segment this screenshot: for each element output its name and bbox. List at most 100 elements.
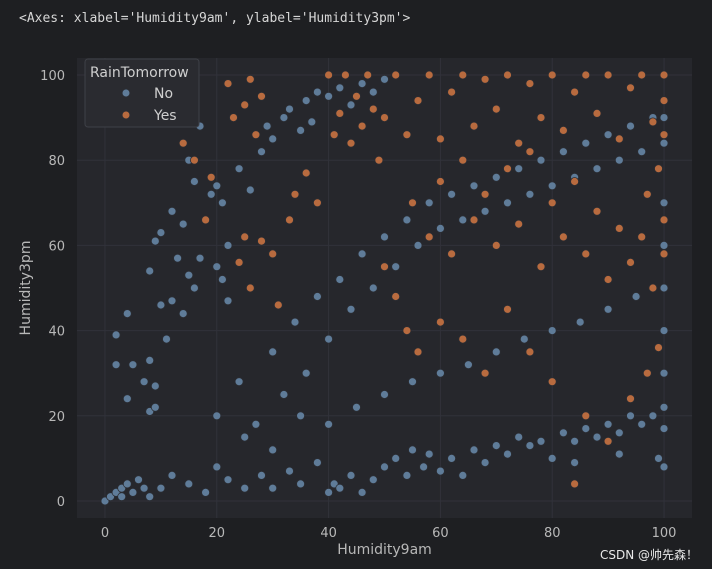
data-point-no bbox=[217, 198, 227, 208]
data-point-yes bbox=[257, 91, 266, 101]
plot-area bbox=[77, 58, 692, 518]
data-point-yes bbox=[206, 172, 216, 182]
data-point-yes bbox=[301, 168, 311, 178]
data-point-no bbox=[659, 368, 669, 378]
data-point-no bbox=[514, 432, 524, 442]
data-point-no bbox=[324, 334, 334, 344]
data-point-yes bbox=[368, 104, 378, 114]
data-point-no bbox=[122, 309, 132, 319]
data-point-yes bbox=[240, 100, 250, 110]
data-point-no bbox=[296, 479, 306, 489]
y-tick-label: 0 bbox=[57, 495, 65, 510]
data-point-no bbox=[240, 432, 250, 442]
data-point-yes bbox=[251, 130, 261, 140]
data-point-no bbox=[463, 360, 473, 370]
data-point-no bbox=[402, 215, 412, 225]
data-point-yes bbox=[380, 262, 389, 272]
data-point-no bbox=[659, 326, 669, 336]
data-point-no bbox=[223, 296, 233, 306]
data-point-no bbox=[307, 117, 317, 127]
data-point-no bbox=[659, 240, 669, 250]
data-point-yes bbox=[603, 436, 613, 446]
data-point-yes bbox=[374, 155, 384, 165]
data-point-no bbox=[603, 130, 613, 140]
data-points bbox=[100, 70, 669, 506]
data-point-no bbox=[659, 113, 669, 122]
data-point-no bbox=[346, 100, 356, 110]
data-point-no bbox=[659, 424, 669, 434]
data-point-yes bbox=[559, 125, 568, 135]
data-point-no bbox=[312, 292, 322, 301]
data-point-no bbox=[122, 479, 132, 489]
data-point-no bbox=[614, 155, 624, 165]
data-point-yes bbox=[408, 198, 417, 208]
data-point-no bbox=[435, 223, 445, 233]
data-point-no bbox=[301, 368, 311, 378]
data-point-yes bbox=[413, 347, 423, 357]
data-point-no bbox=[346, 470, 356, 480]
data-point-no bbox=[150, 381, 160, 391]
data-point-no bbox=[357, 79, 367, 88]
data-point-no bbox=[536, 155, 546, 165]
data-point-yes bbox=[245, 283, 255, 293]
data-point-no bbox=[145, 492, 155, 502]
data-point-no bbox=[257, 147, 266, 157]
data-point-no bbox=[603, 419, 613, 429]
data-point-no bbox=[206, 189, 216, 199]
data-point-no bbox=[637, 147, 647, 157]
data-point-no bbox=[519, 334, 529, 344]
data-point-yes bbox=[458, 334, 468, 344]
data-point-yes bbox=[592, 109, 602, 118]
data-point-no bbox=[173, 253, 183, 263]
data-point-yes bbox=[329, 130, 339, 140]
legend-marker-no bbox=[121, 88, 131, 98]
data-point-yes bbox=[447, 249, 457, 259]
data-point-no bbox=[223, 475, 233, 485]
data-point-no bbox=[251, 419, 261, 429]
data-point-yes bbox=[352, 91, 361, 101]
data-point-yes bbox=[480, 74, 490, 84]
legend-marker-yes bbox=[121, 110, 131, 120]
data-point-yes bbox=[491, 104, 501, 114]
data-point-no bbox=[480, 458, 490, 468]
data-point-yes bbox=[547, 70, 557, 80]
data-point-yes bbox=[536, 113, 546, 122]
data-point-no bbox=[128, 487, 138, 497]
data-point-no bbox=[352, 402, 361, 412]
data-point-no bbox=[503, 198, 512, 208]
data-point-no bbox=[167, 206, 177, 216]
data-point-no bbox=[570, 458, 579, 468]
data-point-yes bbox=[380, 113, 389, 122]
data-point-no bbox=[212, 462, 222, 472]
data-point-no bbox=[312, 87, 322, 97]
data-point-no bbox=[357, 249, 367, 259]
data-point-yes bbox=[201, 215, 211, 225]
data-point-no bbox=[279, 390, 289, 399]
data-point-no bbox=[659, 283, 669, 293]
data-point-no bbox=[257, 470, 266, 480]
data-point-yes bbox=[592, 206, 602, 216]
data-point-no bbox=[268, 347, 278, 357]
x-tick-label: 20 bbox=[208, 526, 225, 541]
data-point-yes bbox=[189, 155, 199, 165]
data-point-no bbox=[223, 240, 233, 250]
legend-title: RainTomorrow bbox=[90, 65, 189, 81]
x-axis-label: Humidity9am bbox=[337, 542, 432, 558]
data-point-yes bbox=[458, 70, 468, 80]
data-point-yes bbox=[402, 326, 412, 336]
data-point-no bbox=[659, 402, 669, 412]
data-point-yes bbox=[614, 134, 624, 144]
data-point-yes bbox=[637, 70, 647, 80]
data-point-no bbox=[201, 487, 211, 497]
data-point-no bbox=[139, 483, 149, 493]
data-point-yes bbox=[346, 138, 356, 148]
data-point-no bbox=[324, 419, 334, 429]
data-point-no bbox=[380, 232, 389, 242]
data-point-yes bbox=[285, 215, 294, 225]
x-tick-label: 100 bbox=[652, 526, 677, 541]
data-point-no bbox=[491, 172, 501, 182]
data-point-yes bbox=[626, 394, 635, 404]
data-point-no bbox=[268, 134, 278, 144]
data-point-no bbox=[178, 309, 188, 319]
data-point-yes bbox=[637, 232, 647, 242]
